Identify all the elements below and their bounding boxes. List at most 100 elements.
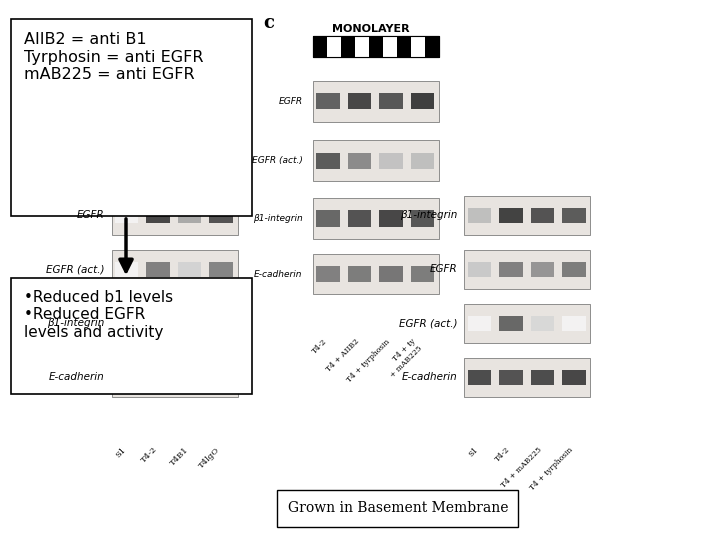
- Bar: [146, 370, 170, 385]
- Bar: [348, 93, 372, 109]
- Bar: [467, 262, 491, 277]
- Bar: [411, 93, 434, 109]
- Bar: [178, 208, 202, 223]
- Text: T4 + tyrphosin: T4 + tyrphosin: [528, 446, 575, 492]
- Bar: [11, 19, 252, 216]
- Text: T4 + mAB225: T4 + mAB225: [499, 446, 543, 489]
- Bar: [210, 208, 233, 223]
- Bar: [313, 36, 327, 57]
- Bar: [114, 262, 138, 277]
- Bar: [383, 36, 397, 57]
- Bar: [327, 36, 341, 57]
- Text: T4 + tyrphosin: T4 + tyrphosin: [346, 338, 392, 384]
- Bar: [464, 304, 590, 343]
- Bar: [210, 316, 233, 331]
- Text: E-cadherin: E-cadherin: [254, 269, 302, 279]
- Bar: [277, 490, 518, 526]
- Bar: [355, 36, 369, 57]
- Bar: [178, 262, 202, 277]
- Bar: [411, 36, 426, 57]
- Bar: [426, 36, 439, 57]
- Text: T4-2: T4-2: [140, 446, 159, 465]
- Text: EGFR: EGFR: [429, 265, 457, 274]
- Bar: [316, 93, 340, 109]
- Bar: [464, 196, 590, 235]
- Bar: [379, 152, 403, 168]
- Text: MONOLAYER: MONOLAYER: [332, 24, 410, 35]
- Text: c: c: [263, 14, 274, 31]
- Bar: [499, 316, 523, 331]
- Bar: [313, 81, 439, 122]
- Bar: [531, 262, 554, 277]
- Bar: [313, 36, 439, 57]
- Text: AIIB2 = anti B1
Tyrphosin = anti EGFR
mAB225 = anti EGFR: AIIB2 = anti B1 Tyrphosin = anti EGFR mA…: [24, 32, 203, 82]
- Text: T4B1: T4B1: [168, 446, 190, 467]
- Bar: [467, 316, 491, 331]
- Bar: [112, 358, 238, 397]
- Text: β1-integrin: β1-integrin: [253, 214, 302, 223]
- Bar: [562, 316, 585, 331]
- Bar: [499, 208, 523, 223]
- Bar: [348, 266, 372, 282]
- Bar: [411, 152, 434, 168]
- Bar: [112, 250, 238, 289]
- Bar: [112, 196, 238, 235]
- Text: β1-integrin: β1-integrin: [400, 211, 457, 220]
- Bar: [316, 210, 340, 226]
- Bar: [464, 250, 590, 289]
- Text: T4-2: T4-2: [494, 446, 512, 463]
- Bar: [316, 266, 340, 282]
- Text: T4-2: T4-2: [311, 338, 329, 355]
- Text: EGFR (act.): EGFR (act.): [46, 265, 104, 274]
- Bar: [146, 316, 170, 331]
- Bar: [499, 370, 523, 385]
- Bar: [467, 208, 491, 223]
- Bar: [411, 266, 434, 282]
- Bar: [562, 208, 585, 223]
- Text: S1: S1: [467, 446, 480, 458]
- Text: T4lgO: T4lgO: [198, 446, 222, 470]
- Bar: [341, 36, 355, 57]
- Text: •Reduced b1 levels
•Reduced EGFR
levels and activity: •Reduced b1 levels •Reduced EGFR levels …: [24, 290, 173, 340]
- Bar: [379, 210, 403, 226]
- Bar: [467, 370, 491, 385]
- Bar: [114, 316, 138, 331]
- Bar: [313, 36, 439, 57]
- Text: EGFR (act.): EGFR (act.): [251, 156, 302, 165]
- Bar: [313, 198, 439, 239]
- Bar: [464, 358, 590, 397]
- Text: T4 + AIIB2: T4 + AIIB2: [324, 338, 361, 374]
- Bar: [210, 262, 233, 277]
- Bar: [313, 254, 439, 294]
- Bar: [499, 262, 523, 277]
- Text: β1-integrin: β1-integrin: [47, 319, 104, 328]
- Bar: [112, 304, 238, 343]
- Bar: [562, 370, 585, 385]
- Bar: [348, 210, 372, 226]
- Text: Grown in Basement Membrane: Grown in Basement Membrane: [287, 501, 508, 515]
- Bar: [531, 316, 554, 331]
- Bar: [178, 316, 202, 331]
- Bar: [11, 278, 252, 394]
- Bar: [562, 262, 585, 277]
- Bar: [411, 210, 434, 226]
- Bar: [178, 370, 202, 385]
- Bar: [369, 36, 383, 57]
- Bar: [146, 262, 170, 277]
- Bar: [146, 208, 170, 223]
- Text: S1: S1: [114, 446, 127, 459]
- Text: EGFR: EGFR: [278, 97, 302, 106]
- Bar: [114, 370, 138, 385]
- Bar: [397, 36, 411, 57]
- Bar: [313, 140, 439, 181]
- Bar: [531, 370, 554, 385]
- Bar: [379, 266, 403, 282]
- Bar: [379, 93, 403, 109]
- Bar: [531, 208, 554, 223]
- Bar: [114, 208, 138, 223]
- Text: EGFR: EGFR: [76, 211, 104, 220]
- Bar: [348, 152, 372, 168]
- Text: E-cadherin: E-cadherin: [402, 373, 457, 382]
- Bar: [316, 152, 340, 168]
- Text: EGFR (act.): EGFR (act.): [399, 319, 457, 328]
